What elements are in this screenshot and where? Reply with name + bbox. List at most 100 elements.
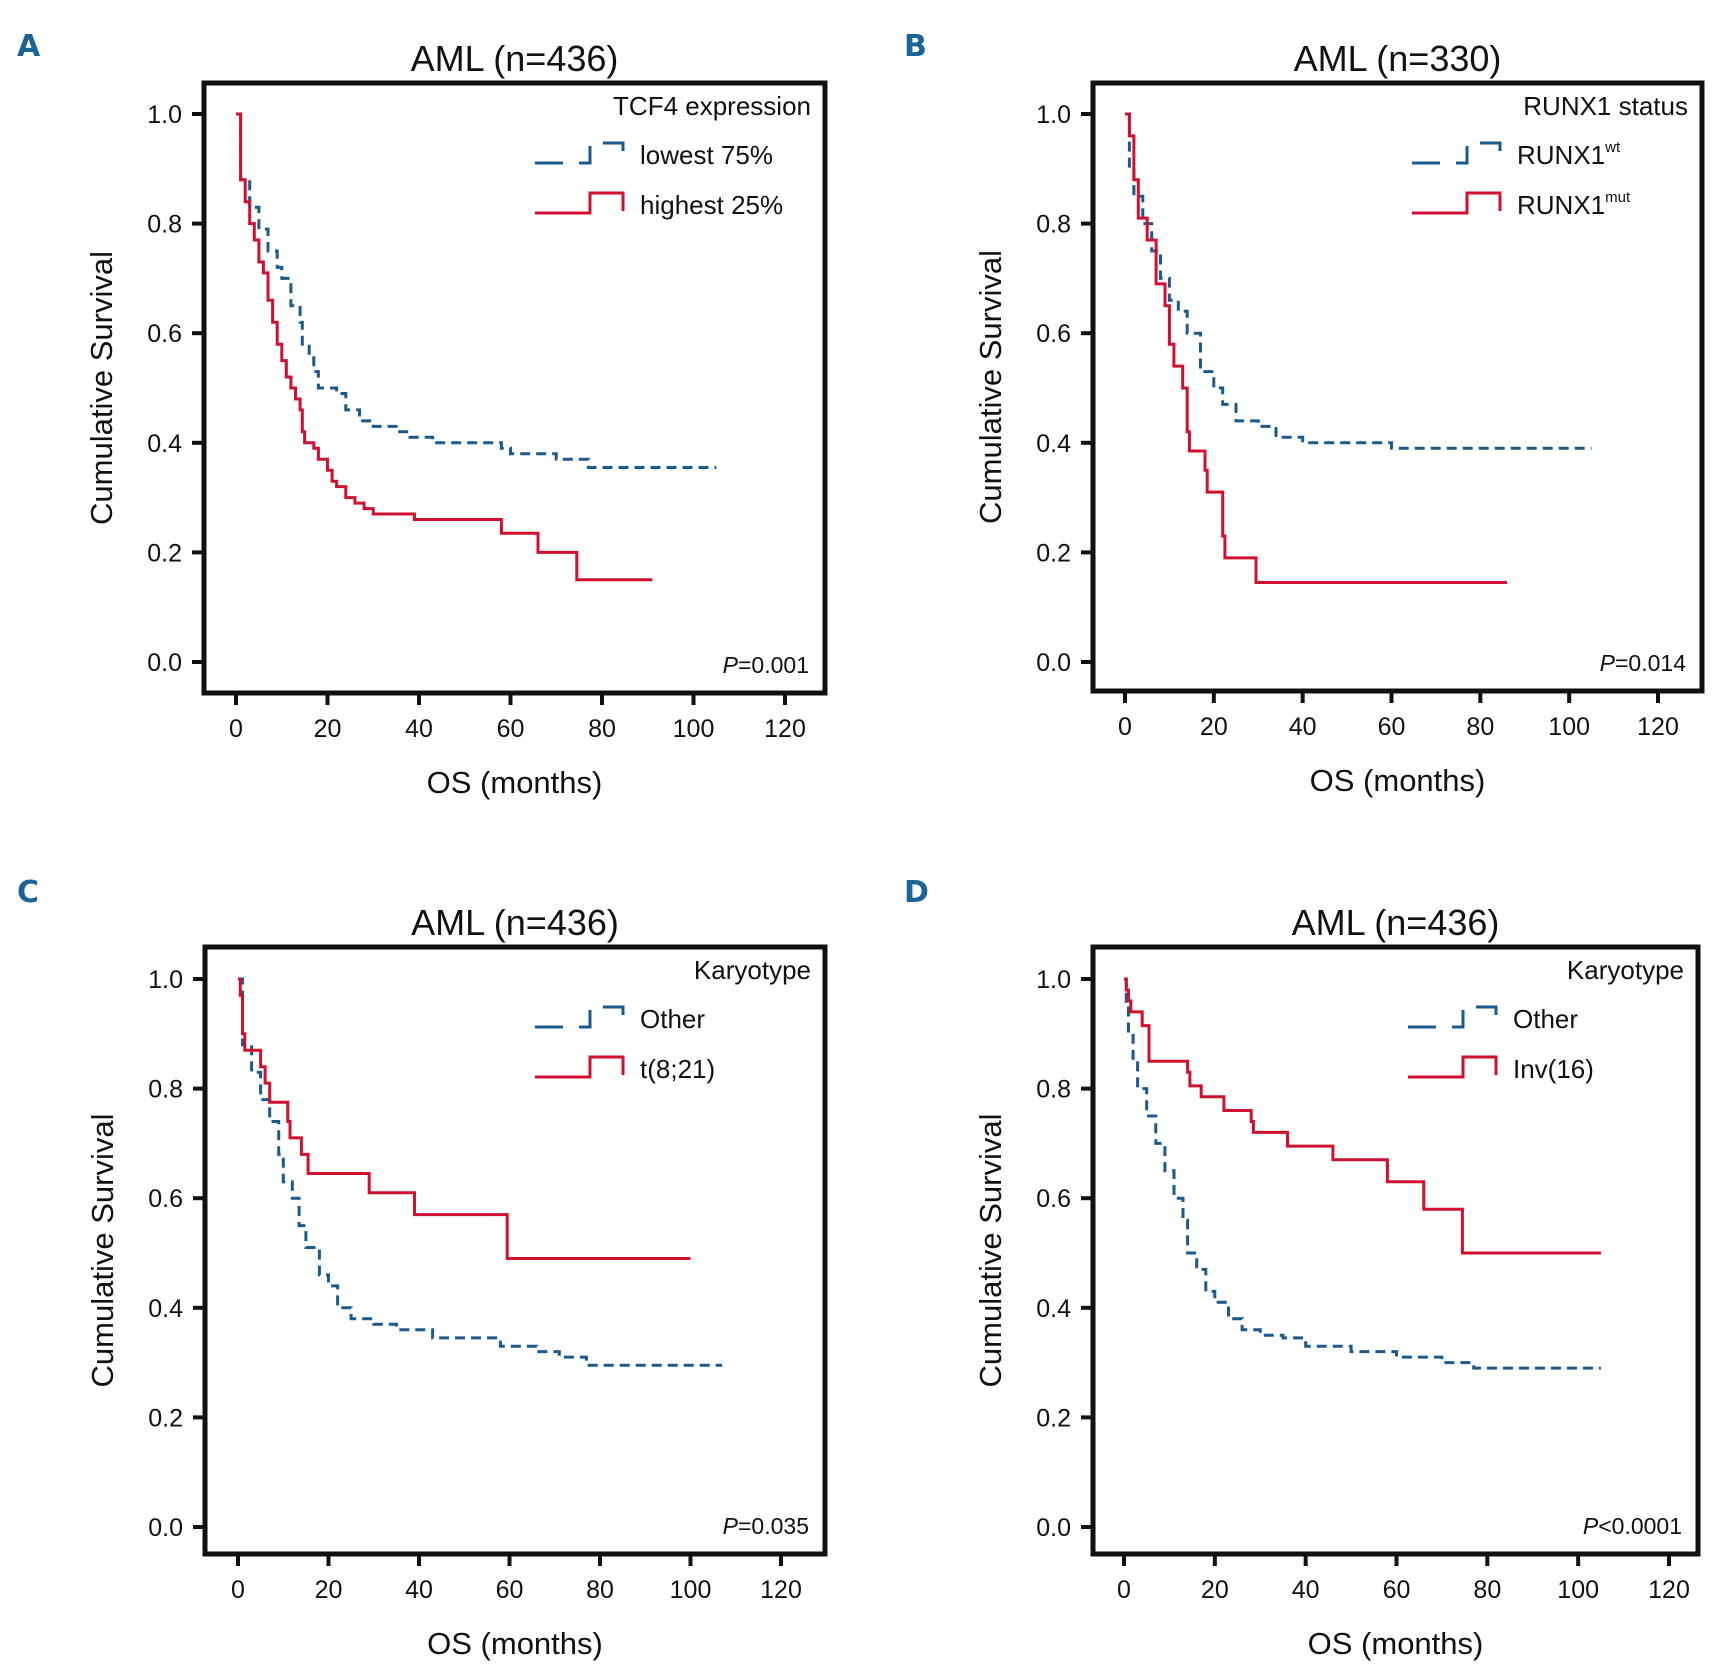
legend-item-name: Other <box>1513 1004 1578 1034</box>
legend-title: Karyotype <box>1567 955 1684 985</box>
x-tick-label: 60 <box>1383 1576 1411 1604</box>
plot-frame <box>202 944 828 1557</box>
y-tick-label: 0.4 <box>1036 430 1071 458</box>
x-tick-label: 20 <box>314 715 342 743</box>
x-tick-label: 20 <box>315 1576 343 1604</box>
y-tick-label: 0.2 <box>147 539 182 567</box>
x-tick-label: 80 <box>1466 713 1494 741</box>
legend-item-name: RUNX1 <box>1517 190 1605 220</box>
panel-label: A <box>17 29 41 64</box>
x-tick-label: 100 <box>1557 1576 1599 1604</box>
legend-item-name: Inv(16) <box>1513 1054 1594 1084</box>
x-tick-label: 100 <box>673 715 715 743</box>
series-line-dashed-blue <box>1124 977 1601 1370</box>
legend-item-label: RUNX1wt <box>1517 139 1621 170</box>
p-value: P=0.001 <box>723 652 809 678</box>
panel-label: B <box>904 29 927 64</box>
series-line-solid-red <box>1125 112 1507 584</box>
y-tick-label: 0.2 <box>1036 1404 1071 1432</box>
y-axis-label: Cumulative Survival <box>973 250 1008 524</box>
legend-title: Karyotype <box>694 955 811 985</box>
legend-swatch-red <box>535 191 625 215</box>
panel-a: A AML (n=436) 0.0 0.2 0.4 0.6 0.8 1.0 0 20 40 60 80 1… <box>17 29 828 800</box>
y-axis-label: Cumulative Survival <box>84 251 119 525</box>
p-value-symbol: P <box>1583 1513 1599 1539</box>
series-line-solid-red <box>1124 977 1601 1255</box>
p-value-symbol: P <box>1600 650 1616 676</box>
legend-item-name: highest 25% <box>640 190 783 220</box>
legend-item-name: RUNX1 <box>1517 140 1605 170</box>
y-tick-label: 1.0 <box>147 101 182 129</box>
x-tick-label: 40 <box>1289 713 1317 741</box>
panel-label: D <box>904 875 929 910</box>
panel-label: C <box>17 875 39 910</box>
series-line-dashed-blue <box>1125 112 1592 450</box>
legend-swatch-blue <box>1412 141 1502 165</box>
y-tick-label: 0.8 <box>148 1076 183 1104</box>
panel-b: B AML (n=330) 0.0 0.2 0.4 0.6 0.8 1.0 0 20 40 60 80 1… <box>904 29 1705 798</box>
chart-title: AML (n=436) <box>411 902 619 943</box>
legend-item-name: lowest 75% <box>640 140 773 170</box>
p-value-number: =0.001 <box>738 652 809 678</box>
legend-title: TCF4 expression <box>613 91 811 121</box>
x-axis-label: OS (months) <box>1308 1626 1484 1661</box>
p-value-number: =0.014 <box>1615 650 1686 676</box>
x-tick-label: 80 <box>586 1576 614 1604</box>
y-tick-label: 0.8 <box>147 211 182 239</box>
legend-title: RUNX1 status <box>1523 91 1688 121</box>
x-tick-label: 120 <box>760 1576 802 1604</box>
chart-title: AML (n=330) <box>1294 38 1502 79</box>
legend-item-name: Other <box>640 1004 705 1034</box>
x-tick-label: 40 <box>405 715 433 743</box>
x-tick-label: 0 <box>1118 713 1132 741</box>
chart-title: AML (n=436) <box>411 38 619 79</box>
legend-swatch-blue <box>1408 1005 1498 1029</box>
legend-swatch-blue <box>535 141 625 165</box>
y-tick-label: 0.4 <box>148 1295 183 1323</box>
p-value: P=0.035 <box>723 1513 809 1539</box>
y-tick-label: 0.6 <box>1036 1185 1071 1213</box>
y-tick-label: 0.8 <box>1036 211 1071 239</box>
y-axis-label: Cumulative Survival <box>85 1114 120 1388</box>
x-tick-label: 120 <box>1648 1576 1690 1604</box>
panel-c: C AML (n=436) 0.0 0.2 0.4 0.6 0.8 1.0 0 20 40 60 80 1… <box>17 875 828 1661</box>
plot-frame <box>1090 944 1701 1557</box>
x-tick-label: 0 <box>1117 1576 1131 1604</box>
legend-item-label: Other <box>640 1004 705 1034</box>
p-value: P=0.014 <box>1600 650 1687 676</box>
legend: Karyotype Other t(8;21) <box>535 955 811 1084</box>
legend-swatch-red <box>535 1055 625 1079</box>
y-tick-label: 0.4 <box>147 430 182 458</box>
y-tick-label: 0.6 <box>148 1185 183 1213</box>
legend-item-superscript: wt <box>1604 139 1621 156</box>
y-tick-label: 1.0 <box>1036 966 1071 994</box>
x-tick-label: 100 <box>1548 713 1590 741</box>
x-tick-label: 60 <box>496 1576 524 1604</box>
series-line-solid-red <box>238 977 691 1260</box>
chart-title: AML (n=436) <box>1292 902 1500 943</box>
y-tick-label: 0.0 <box>1036 649 1071 677</box>
x-tick-label: 40 <box>1292 1576 1320 1604</box>
series-line-solid-red <box>236 112 653 582</box>
legend-swatch-blue <box>535 1005 625 1029</box>
y-tick-label: 0.2 <box>148 1404 183 1432</box>
x-tick-label: 80 <box>1473 1576 1501 1604</box>
series-line-dashed-blue <box>236 112 717 469</box>
y-tick-label: 0.0 <box>148 1514 183 1542</box>
legend-item-name: t(8;21) <box>640 1054 715 1084</box>
legend-item-superscript: mut <box>1605 189 1631 206</box>
panel-d: D AML (n=436) 0.0 0.2 0.4 0.6 0.8 1.0 0 20 40 60 80 1… <box>904 875 1701 1661</box>
legend-swatch-red <box>1412 191 1502 215</box>
legend: TCF4 expression lowest 75% highest 25% <box>535 91 811 220</box>
legend-item-label: t(8;21) <box>640 1054 715 1084</box>
x-axis-label: OS (months) <box>427 1626 603 1661</box>
legend-item-label: Other <box>1513 1004 1578 1034</box>
x-tick-label: 60 <box>497 715 525 743</box>
x-tick-label: 60 <box>1378 713 1406 741</box>
x-tick-label: 0 <box>231 1576 245 1604</box>
y-tick-label: 0.4 <box>1036 1295 1071 1323</box>
y-tick-label: 0.6 <box>147 320 182 348</box>
p-value-number: =0.035 <box>738 1513 809 1539</box>
legend-item-label: lowest 75% <box>640 140 773 170</box>
